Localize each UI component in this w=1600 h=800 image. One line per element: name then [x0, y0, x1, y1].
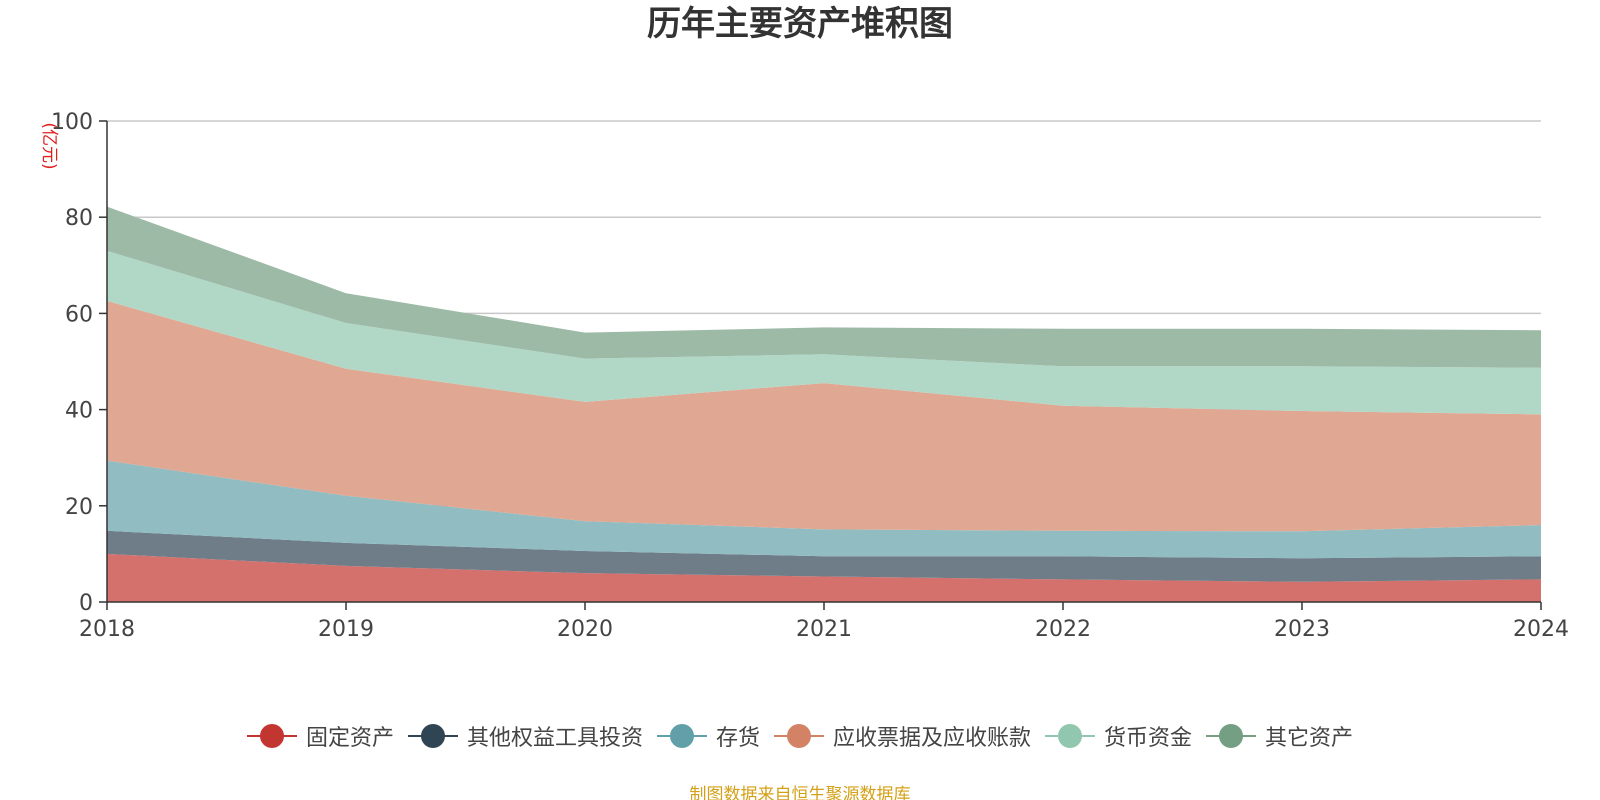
legend-label: 货币资金	[1104, 726, 1193, 751]
legend-label: 存货	[715, 726, 760, 751]
legend-swatch-icon	[1045, 724, 1096, 748]
legend-label: 应收票据及应收账款	[833, 726, 1032, 751]
y-tick-label: 60	[65, 302, 93, 327]
area-series-5[interactable]	[107, 206, 1541, 368]
x-tick-label: 2018	[79, 617, 135, 642]
y-tick-label: 0	[79, 591, 93, 616]
y-tick-label: 100	[51, 110, 93, 135]
chart-legend: 固定资产 其他权益工具投资 存货 应收票据及应收账款 货币资金 其它资产	[0, 718, 1600, 754]
legend-item-5[interactable]: 其它资产	[1206, 720, 1353, 752]
area-layer	[107, 206, 1541, 602]
legend-item-1[interactable]: 其他权益工具投资	[407, 720, 643, 752]
area-series-3[interactable]	[107, 300, 1541, 532]
legend-swatch-icon	[774, 724, 824, 748]
area-series-4[interactable]	[107, 250, 1541, 415]
x-tick-label: 2022	[1035, 617, 1091, 642]
legend-label: 其他权益工具投资	[466, 726, 643, 751]
y-axis-unit-label: (亿元)	[39, 122, 59, 169]
x-tick-label: 2019	[318, 617, 374, 642]
legend-swatch-icon	[656, 724, 707, 748]
legend-swatch-icon	[407, 724, 458, 748]
x-tick-label: 2020	[557, 617, 613, 642]
x-tick-label: 2021	[796, 617, 852, 642]
area-series-1[interactable]	[107, 530, 1541, 582]
legend-label: 固定资产	[305, 726, 394, 751]
chart-title: 历年主要资产堆积图	[647, 4, 953, 44]
legend-item-3[interactable]: 应收票据及应收账款	[774, 720, 1031, 752]
source-note: 制图数据来自恒生聚源数据库	[689, 785, 911, 800]
legend-label: 其它资产	[1265, 726, 1354, 751]
legend-item-4[interactable]: 货币资金	[1045, 720, 1192, 752]
area-series-2[interactable]	[107, 460, 1541, 559]
axis-layer: 0 20 40 60 80 100 2018 2019 2020 2021 2022 2023 2024	[51, 110, 1569, 642]
x-tick-label: 2023	[1274, 617, 1330, 642]
y-tick-label: 40	[65, 399, 93, 424]
y-tick-label: 80	[65, 206, 93, 231]
x-tick-label: 2024	[1513, 617, 1569, 642]
legend-item-0[interactable]: 固定资产	[246, 720, 394, 752]
legend-swatch-icon	[246, 724, 297, 748]
legend-item-2[interactable]: 存货	[656, 720, 760, 752]
y-tick-label: 20	[65, 495, 93, 520]
area-series-0[interactable]	[107, 553, 1541, 602]
legend-swatch-icon	[1206, 724, 1257, 748]
